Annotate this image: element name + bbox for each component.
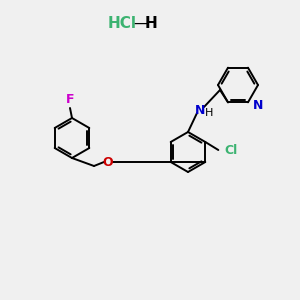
Text: HCl: HCl bbox=[108, 16, 137, 31]
Text: —: — bbox=[133, 16, 148, 31]
Text: N: N bbox=[195, 103, 205, 116]
Text: O: O bbox=[103, 155, 113, 169]
Text: H: H bbox=[145, 16, 158, 31]
Text: F: F bbox=[66, 93, 74, 106]
Text: Cl: Cl bbox=[224, 143, 238, 157]
Text: H: H bbox=[205, 108, 213, 118]
Text: N: N bbox=[253, 99, 263, 112]
